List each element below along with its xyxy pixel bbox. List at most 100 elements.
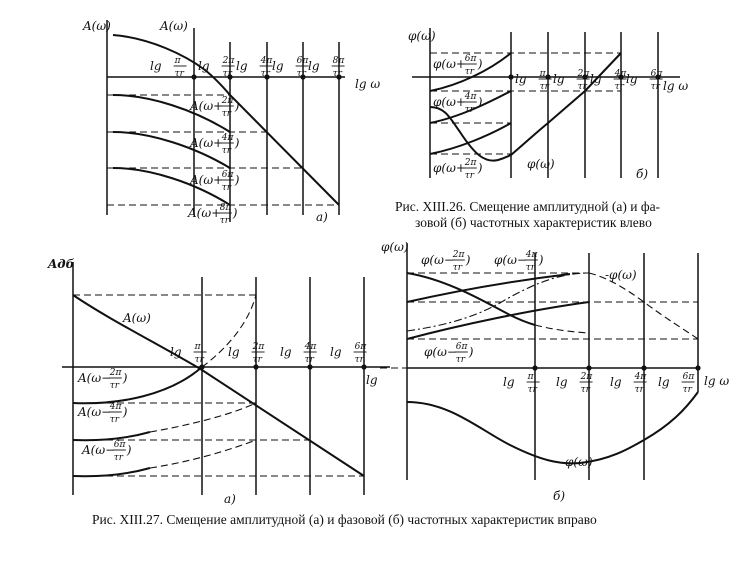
shifted-curve-label: φ(ω+2π τr) — [433, 158, 483, 181]
tick-dot — [191, 74, 197, 80]
label-prefix: φ(ω− — [421, 253, 454, 267]
tick-dot — [264, 74, 270, 80]
shifted-curve-label: A(ω+8π τr) — [187, 203, 238, 226]
fraction-denominator: τr — [615, 82, 625, 92]
fraction-denominator: τr — [355, 355, 365, 365]
closing-paren: ) — [465, 253, 471, 267]
tick-dot — [300, 74, 306, 80]
tick-dot — [253, 364, 259, 370]
tick-label: lg 2π τr — [556, 372, 593, 395]
label-prefix: lg — [556, 375, 568, 389]
fig27-caption: Рис. XIII.27. Смещение амплитудной (а) и… — [92, 512, 597, 527]
fraction-numerator: 2π — [252, 342, 266, 352]
closing-paren: ) — [234, 99, 240, 113]
fraction-denominator: τr — [195, 355, 205, 365]
fraction-numerator: 2π — [109, 368, 123, 378]
fraction-numerator: 4π — [304, 342, 318, 352]
tick-label: lg π τr — [150, 56, 187, 79]
gridlines — [201, 277, 365, 495]
tick-dot — [336, 74, 342, 80]
shifted-curve-label: φ(ω+4π τr) — [433, 92, 483, 115]
fraction-denominator: τr — [453, 263, 463, 273]
y-axis-label: φ(ω) — [381, 240, 409, 254]
fraction-denominator: τr — [581, 385, 591, 395]
label-prefix: φ(ω+ — [433, 57, 466, 71]
label-prefix: lg — [658, 375, 670, 389]
tick-label: lg π τr — [515, 69, 552, 92]
curve-phi-shift-2pi — [429, 122, 512, 155]
tick-label: lg 4π τr — [610, 372, 647, 395]
tick-dot — [199, 364, 205, 370]
closing-paren: ) — [477, 161, 483, 175]
fraction-numerator: π — [194, 342, 202, 352]
closing-paren: ) — [477, 95, 483, 109]
label-prefix: lg — [626, 72, 638, 86]
x-axis-label: lg ω — [355, 77, 380, 91]
dashed-levels — [407, 272, 698, 340]
fraction-denominator: τr — [220, 216, 230, 226]
fraction-numerator: 2π — [580, 372, 594, 382]
label-prefix: lg — [503, 375, 515, 389]
fraction-denominator: τr — [222, 183, 232, 193]
fraction-numerator: 4π — [260, 56, 274, 66]
fraction-denominator: τr — [114, 453, 124, 463]
shifted-curve-label: A(ω−4π τr) — [77, 402, 128, 425]
fig26-caption-line1: Рис. XIII.26. Смещение амплитудной (а) и… — [395, 199, 661, 214]
fraction-numerator: π — [527, 372, 535, 382]
label-prefix: lg — [228, 345, 240, 359]
tick-dot — [227, 74, 233, 80]
closing-paren: ) — [468, 345, 474, 359]
tick-label: lg 8π τr — [308, 56, 345, 79]
label-prefix: lg — [272, 59, 284, 73]
fraction-denominator: τr — [683, 385, 693, 395]
label-prefix: A(ω− — [81, 443, 115, 457]
curve-phi-shift-2pi-dashed — [534, 324, 590, 334]
closing-paren: ) — [477, 57, 483, 71]
fraction-numerator: 4π — [634, 372, 648, 382]
tick-dot — [582, 74, 588, 80]
shifted-curve-label: A(ω+4π τr) — [189, 133, 240, 156]
fraction-denominator: τr — [528, 385, 538, 395]
curve-phi-shift-4pi — [406, 273, 571, 303]
shifted-curve-label: A(ω+2π τr) — [189, 96, 240, 119]
curve-phi-shift-6pi — [429, 52, 512, 92]
label-prefix: lg — [590, 72, 602, 86]
fig26-caption-line2: зовой (б) частотных характеристик влево — [415, 215, 652, 230]
tick-label: lg 2π τr — [553, 69, 590, 92]
label-prefix: A(ω+ — [189, 173, 223, 187]
x-axis-label: lg — [366, 373, 378, 387]
label-prefix: A(ω+ — [189, 99, 223, 113]
label-prefix: φ(ω+ — [433, 95, 466, 109]
panel-label: б) — [636, 167, 648, 181]
tick-dot — [695, 365, 701, 371]
label-prefix: φ(ω− — [424, 345, 457, 359]
closing-paren: ) — [234, 173, 240, 187]
tick-label: lg 6π τr — [330, 342, 367, 365]
label-prefix: lg — [198, 59, 210, 73]
fraction-numerator: 8π — [220, 203, 233, 213]
label-prefix: A(ω− — [77, 371, 111, 385]
tick-dot — [361, 364, 367, 370]
fraction-denominator: τr — [223, 69, 233, 79]
panel-label: б) — [553, 489, 565, 503]
shifted-curve-label: A(ω−6π τr) — [81, 440, 132, 463]
label-prefix: lg — [280, 345, 292, 359]
fraction-numerator: 2π — [221, 96, 235, 106]
x-axis-label: lg ω — [704, 374, 729, 388]
fraction-denominator: τr — [222, 146, 232, 156]
label-prefix: lg — [150, 59, 162, 73]
panel-label: а) — [224, 492, 236, 506]
fraction-denominator: τr — [526, 263, 536, 273]
fraction-numerator: π — [174, 56, 182, 66]
fraction-denominator: τr — [465, 105, 475, 115]
curve-phi-shift-2pi — [406, 272, 536, 326]
fraction-numerator: π — [539, 69, 547, 79]
curve-label: φ(ω) — [527, 157, 555, 171]
tick-label: lg 6π τr — [626, 69, 663, 92]
fraction-numerator: 2π — [464, 158, 478, 168]
tick-label: lg 2π τr — [228, 342, 265, 365]
shifted-curve-label: φ(ω−4π τr) — [494, 250, 544, 273]
